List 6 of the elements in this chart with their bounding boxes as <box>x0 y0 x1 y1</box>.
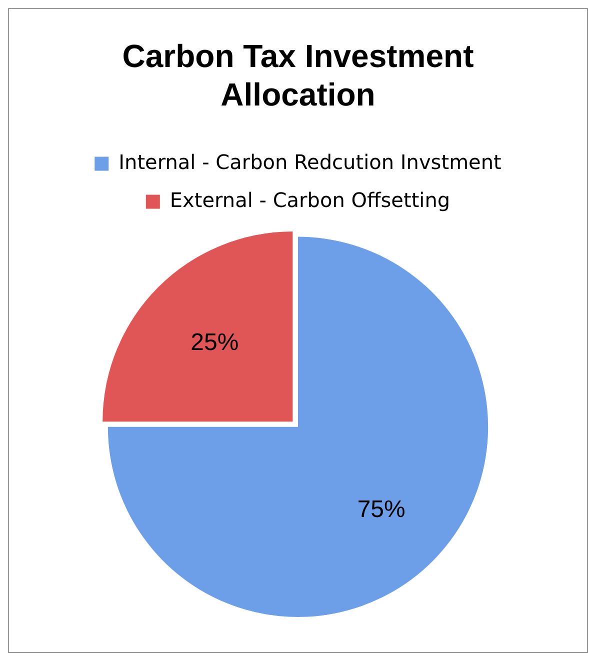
data-label: 25% <box>190 329 239 356</box>
text: Allocation <box>220 76 376 112</box>
legend-label: Internal - Carbon Redcution Invstment <box>118 150 502 174</box>
data-label: 75% <box>357 496 406 523</box>
legend-label: External - Carbon Offsetting <box>170 188 450 212</box>
text: Carbon Tax Investment <box>122 38 474 74</box>
